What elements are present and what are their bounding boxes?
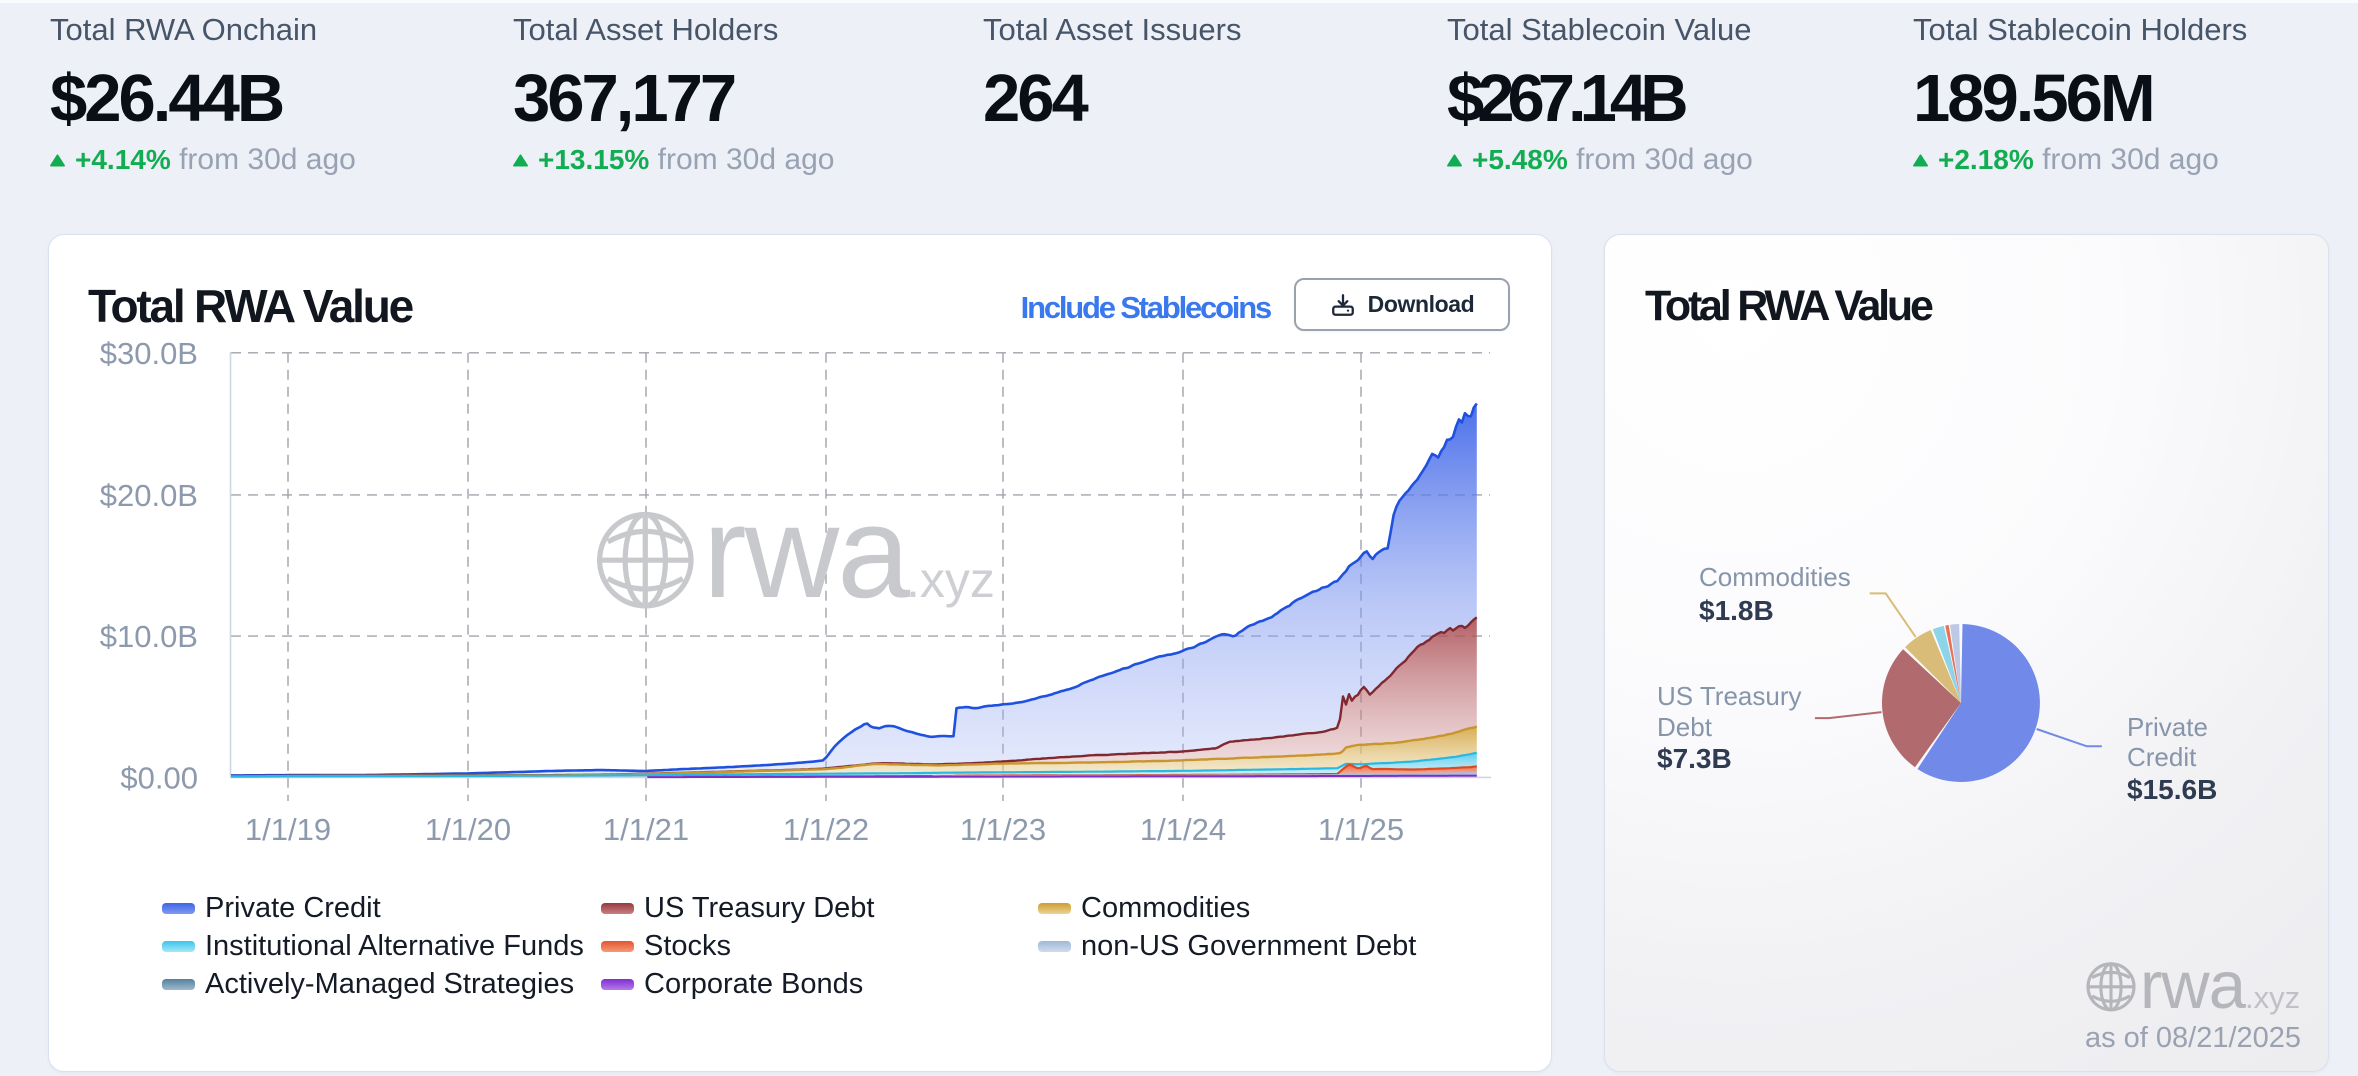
svg-text:$7.3B: $7.3B [1657,743,1732,774]
svg-text:$1.8B: $1.8B [1699,595,1774,626]
svg-text:$20.0B: $20.0B [100,478,198,513]
svg-text:rwa: rwa [703,478,910,625]
svg-text:US Treasury: US Treasury [1657,681,1802,711]
svg-text:Private: Private [2127,712,2208,742]
svg-text:.xyz: .xyz [2245,980,2300,1015]
svg-text:$10.0B: $10.0B [100,619,198,654]
svg-text:.xyz: .xyz [906,552,995,608]
svg-text:Debt: Debt [1657,712,1713,742]
svg-text:1/1/23: 1/1/23 [960,812,1046,847]
svg-text:$15.6B: $15.6B [2127,774,2217,805]
svg-text:rwa: rwa [2140,948,2247,1023]
svg-text:1/1/24: 1/1/24 [1140,812,1226,847]
svg-text:$30.0B: $30.0B [100,336,198,371]
svg-text:1/1/19: 1/1/19 [245,812,331,847]
svg-text:1/1/20: 1/1/20 [425,812,511,847]
svg-text:Commodities: Commodities [1699,562,1851,592]
svg-text:1/1/21: 1/1/21 [603,812,689,847]
svg-text:$0.00: $0.00 [120,760,198,795]
svg-text:1/1/25: 1/1/25 [1318,812,1404,847]
svg-text:1/1/22: 1/1/22 [783,812,869,847]
svg-text:as of 08/21/2025: as of 08/21/2025 [2085,1022,2301,1054]
svg-text:Credit: Credit [2127,742,2197,772]
